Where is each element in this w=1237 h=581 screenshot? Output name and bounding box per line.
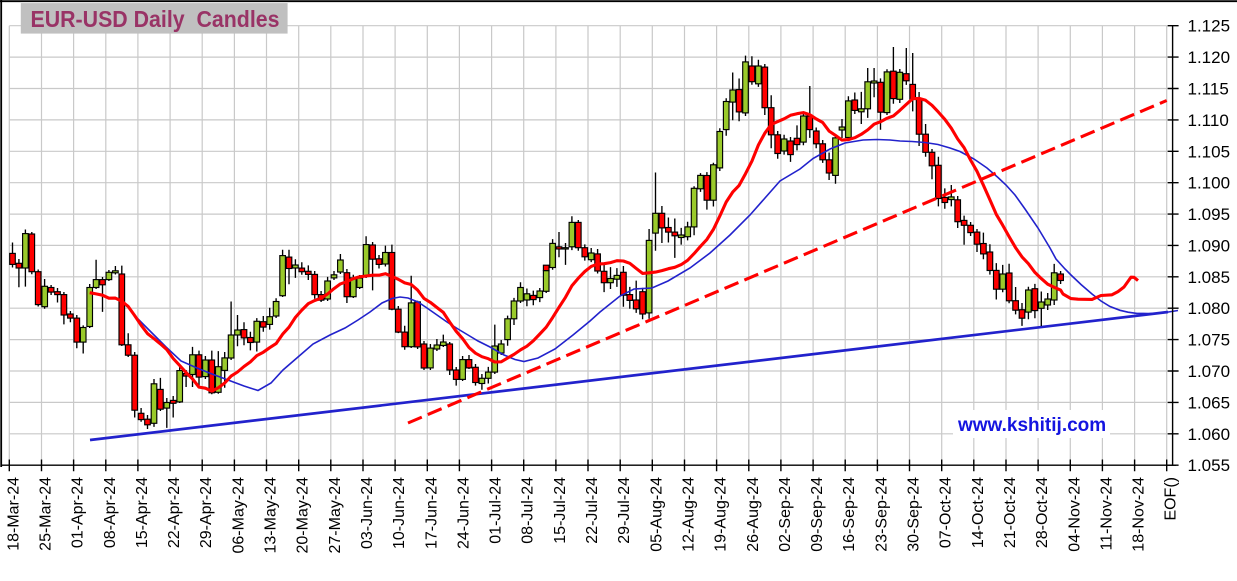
svg-text:1.055: 1.055: [1188, 456, 1231, 475]
svg-text:08-Jul-24: 08-Jul-24: [520, 477, 537, 544]
svg-text:18-Mar-24: 18-Mar-24: [5, 477, 22, 551]
svg-text:1.070: 1.070: [1188, 362, 1231, 381]
svg-text:1.095: 1.095: [1188, 205, 1231, 224]
svg-text:1.100: 1.100: [1188, 174, 1231, 193]
svg-text:EOF(): EOF(): [1163, 477, 1180, 521]
svg-text:21-Oct-24: 21-Oct-24: [1002, 477, 1019, 548]
svg-text:20-May-24: 20-May-24: [295, 477, 312, 554]
svg-text:1.085: 1.085: [1188, 268, 1231, 287]
svg-text:26-Aug-24: 26-Aug-24: [745, 477, 762, 552]
svg-text:09-Sep-24: 09-Sep-24: [809, 477, 826, 552]
svg-text:29-Apr-24: 29-Apr-24: [198, 477, 215, 548]
svg-text:1.090: 1.090: [1188, 236, 1231, 255]
svg-text:11-Nov-24: 11-Nov-24: [1098, 477, 1115, 551]
svg-text:1.120: 1.120: [1188, 48, 1231, 67]
svg-text:1.105: 1.105: [1188, 142, 1231, 161]
svg-text:25-Mar-24: 25-Mar-24: [38, 477, 55, 551]
svg-text:19-Aug-24: 19-Aug-24: [713, 477, 730, 552]
svg-text:22-Jul-24: 22-Jul-24: [584, 477, 601, 544]
svg-text:29-Jul-24: 29-Jul-24: [616, 477, 633, 544]
svg-text:1.080: 1.080: [1188, 299, 1231, 318]
svg-text:24-Jun-24: 24-Jun-24: [455, 477, 472, 549]
svg-text:02-Sep-24: 02-Sep-24: [777, 477, 794, 552]
svg-text:08-Apr-24: 08-Apr-24: [102, 477, 119, 548]
svg-text:www.kshitij.com: www.kshitij.com: [957, 415, 1106, 436]
svg-text:1.075: 1.075: [1188, 331, 1231, 350]
svg-text:01-Jul-24: 01-Jul-24: [488, 477, 505, 544]
svg-text:15-Apr-24: 15-Apr-24: [134, 477, 151, 548]
svg-text:16-Sep-24: 16-Sep-24: [841, 477, 858, 552]
svg-text:23-Sep-24: 23-Sep-24: [873, 477, 890, 552]
svg-text:06-May-24: 06-May-24: [230, 477, 247, 554]
svg-text:05-Aug-24: 05-Aug-24: [648, 477, 665, 552]
svg-text:28-Oct-24: 28-Oct-24: [1034, 477, 1051, 548]
svg-text:1.110: 1.110: [1188, 111, 1229, 130]
svg-text:12-Aug-24: 12-Aug-24: [681, 477, 698, 552]
svg-text:07-Oct-24: 07-Oct-24: [938, 477, 955, 548]
svg-text:14-Oct-24: 14-Oct-24: [970, 477, 987, 548]
svg-text:22-Apr-24: 22-Apr-24: [166, 477, 183, 548]
svg-text:03-Jun-24: 03-Jun-24: [359, 477, 376, 549]
svg-text:01-Apr-24: 01-Apr-24: [70, 477, 87, 548]
svg-text:EUR-USD Daily Candles: EUR-USD Daily Candles: [31, 6, 280, 32]
svg-text:1.060: 1.060: [1188, 425, 1231, 444]
svg-text:1.125: 1.125: [1188, 17, 1231, 36]
svg-text:15-Jul-24: 15-Jul-24: [552, 477, 569, 544]
svg-text:17-Jun-24: 17-Jun-24: [423, 477, 440, 549]
svg-text:10-Jun-24: 10-Jun-24: [391, 477, 408, 549]
svg-text:18-Nov-24: 18-Nov-24: [1131, 477, 1148, 552]
svg-text:13-May-24: 13-May-24: [263, 477, 280, 554]
svg-text:30-Sep-24: 30-Sep-24: [906, 477, 923, 552]
svg-text:04-Nov-24: 04-Nov-24: [1066, 477, 1083, 552]
svg-text:27-May-24: 27-May-24: [327, 477, 344, 554]
svg-text:1.065: 1.065: [1188, 393, 1231, 412]
svg-text:1.115: 1.115: [1188, 80, 1229, 99]
